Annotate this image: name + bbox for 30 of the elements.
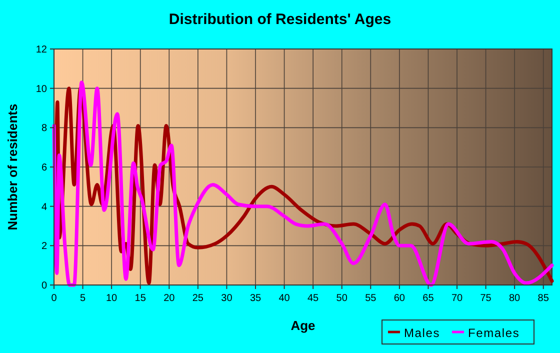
x-tick-label: 60	[394, 293, 406, 304]
x-tick-label: 25	[192, 293, 204, 304]
x-tick-label: 45	[308, 293, 320, 304]
x-tick-label: 75	[480, 293, 492, 304]
y-tick-label: 8	[41, 123, 48, 134]
x-axis-title: Age	[290, 318, 316, 333]
legend-label: Males	[404, 326, 440, 340]
x-tick-label: 65	[422, 293, 434, 304]
y-tick-label: 10	[36, 84, 48, 95]
x-tick-label: 0	[51, 293, 58, 304]
x-tick-label: 15	[134, 293, 146, 304]
x-tick-label: 50	[336, 293, 348, 304]
y-tick-label: 0	[41, 280, 48, 292]
legend-label: Females	[468, 326, 520, 340]
x-tick-label: 70	[451, 293, 464, 304]
chart-title: Distribution of Residents' Ages	[168, 11, 392, 28]
y-tick-label: 2	[41, 241, 48, 252]
x-tick-label: 30	[221, 293, 233, 304]
y-tick-label: 12	[36, 44, 48, 56]
y-tick-label: 6	[41, 162, 48, 174]
y-axis-title: Number of residents	[5, 104, 20, 230]
x-tick-label: 35	[250, 293, 262, 304]
x-tick-label: 55	[365, 293, 377, 304]
y-tick-label: 4	[41, 202, 48, 213]
x-tick-label: 10	[106, 293, 118, 304]
x-tick-label: 85	[538, 293, 550, 304]
x-tick-label: 5	[80, 293, 86, 304]
x-tick-label: 40	[278, 293, 290, 304]
x-tick-label: 20	[164, 293, 176, 304]
x-tick-label: 80	[509, 293, 521, 304]
